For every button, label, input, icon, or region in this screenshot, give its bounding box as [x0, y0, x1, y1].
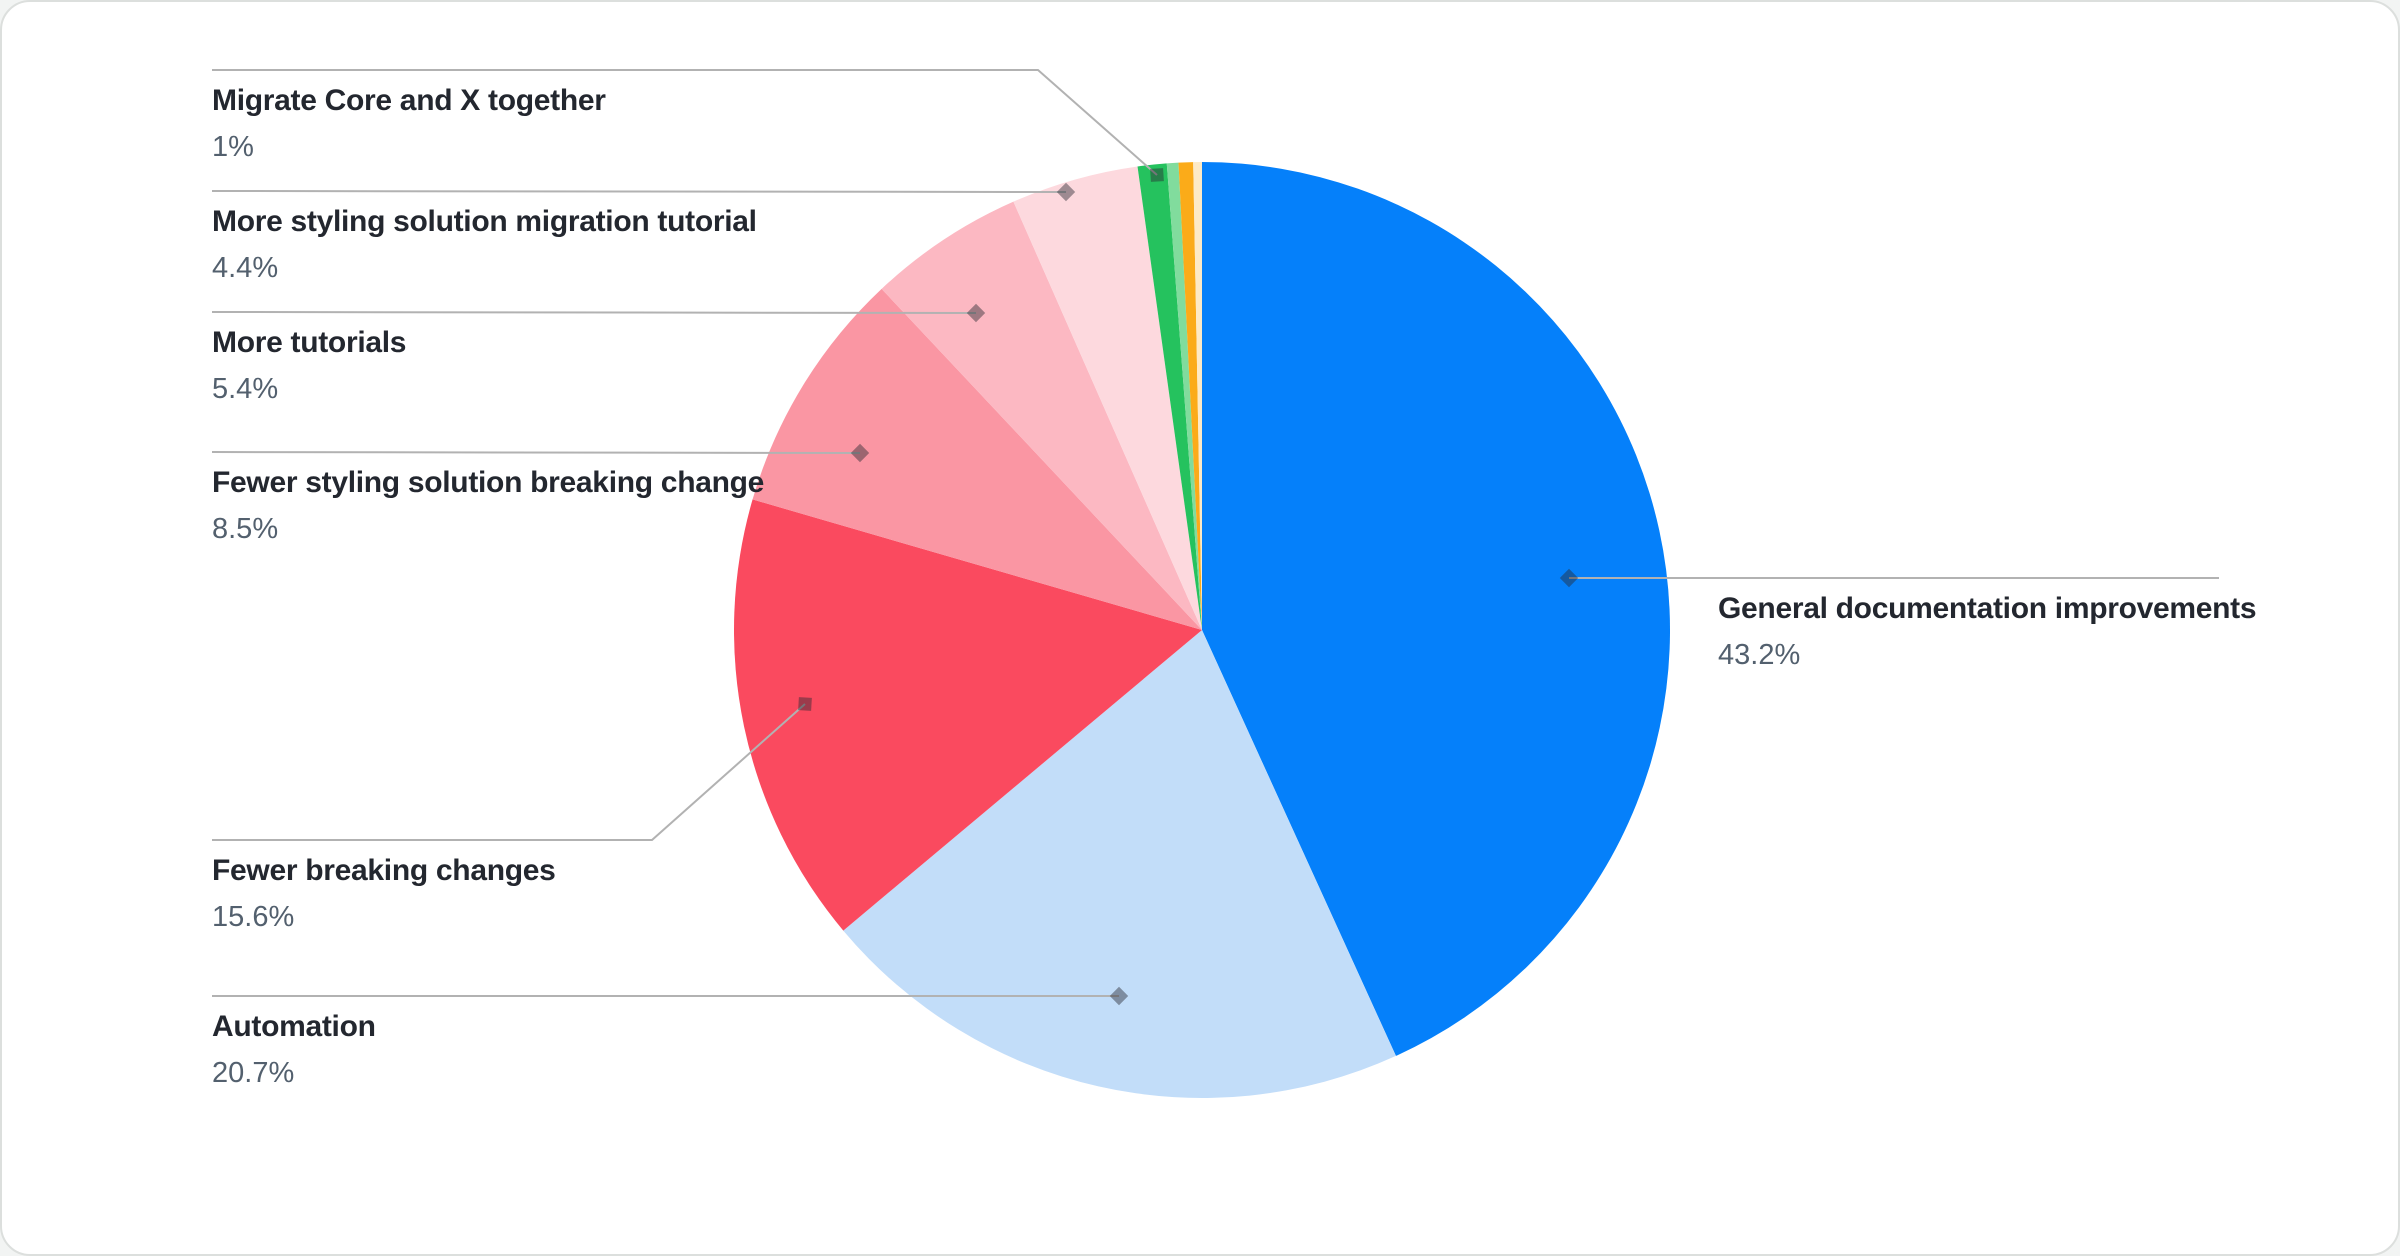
leader-diamond-marker	[1150, 168, 1164, 182]
pie-slice-fewer-styling-solution-breaking-change[interactable]	[752, 288, 1202, 630]
callout-more-tutorials: More tutorials 5.4%	[212, 325, 406, 406]
slice-percent: 1%	[212, 131, 254, 163]
callout-fewer-styling-solution-breaking-change: Fewer styling solution breaking change 8…	[212, 465, 764, 546]
leader-line	[211, 311, 977, 314]
slice-label: More styling solution migration tutorial	[212, 205, 757, 238]
slice-label: Fewer breaking changes	[212, 854, 556, 887]
pie-slice-general-documentation-improvements[interactable]	[1202, 162, 1671, 1056]
pie-slice-more-tutorials[interactable]	[881, 201, 1202, 631]
leader-diamond-marker	[1559, 568, 1579, 588]
slice-percent: 43.2%	[1718, 639, 1801, 671]
callout-automation: Automation 20.7%	[212, 1009, 376, 1090]
pie-slice-automation[interactable]	[843, 630, 1396, 1099]
pie-slice-unlabeled-9[interactable]	[1193, 161, 1202, 631]
leader-diamond-marker	[850, 443, 870, 463]
slice-percent: 8.5%	[212, 513, 279, 545]
callout-general-documentation-improvements: General documentation improvements 43.2%	[1718, 591, 2257, 672]
pie-slice-unlabeled-8[interactable]	[1178, 162, 1202, 630]
pie-slice-unlabeled-7[interactable]	[1166, 162, 1202, 630]
leader-line	[211, 451, 861, 454]
leader-diamond-marker	[1109, 986, 1129, 1006]
leader-diamond-marker	[1056, 182, 1076, 202]
slice-label: General documentation improvements	[1718, 592, 2257, 625]
slice-percent: 15.6%	[212, 901, 295, 933]
leader-line	[212, 69, 1158, 176]
slice-label: More tutorials	[212, 326, 407, 359]
pie-slice-fewer-breaking-changes[interactable]	[733, 499, 1202, 931]
leader-line	[211, 190, 1067, 193]
callout-migrate-core-and-x-together: Migrate Core and X together 1%	[212, 83, 606, 164]
leader-line	[212, 703, 806, 841]
slice-percent: 4.4%	[212, 252, 279, 284]
leader-diamond-marker	[798, 697, 812, 711]
slice-percent: 20.7%	[212, 1057, 295, 1089]
slice-label: Migrate Core and X together	[212, 84, 606, 117]
pie-slice-migrate-core-and-x-together[interactable]	[1137, 163, 1202, 630]
pie-slice-more-styling-solution-migration-tutorial[interactable]	[1013, 166, 1202, 630]
leader-diamond-marker	[966, 303, 986, 323]
slice-label: Automation	[212, 1010, 376, 1043]
callout-fewer-breaking-changes: Fewer breaking changes 15.6%	[212, 853, 556, 934]
slice-label: Fewer styling solution breaking change	[212, 466, 765, 499]
slice-percent: 5.4%	[212, 373, 279, 405]
callout-more-styling-solution-migration-tutorial: More styling solution migration tutorial…	[212, 204, 757, 285]
